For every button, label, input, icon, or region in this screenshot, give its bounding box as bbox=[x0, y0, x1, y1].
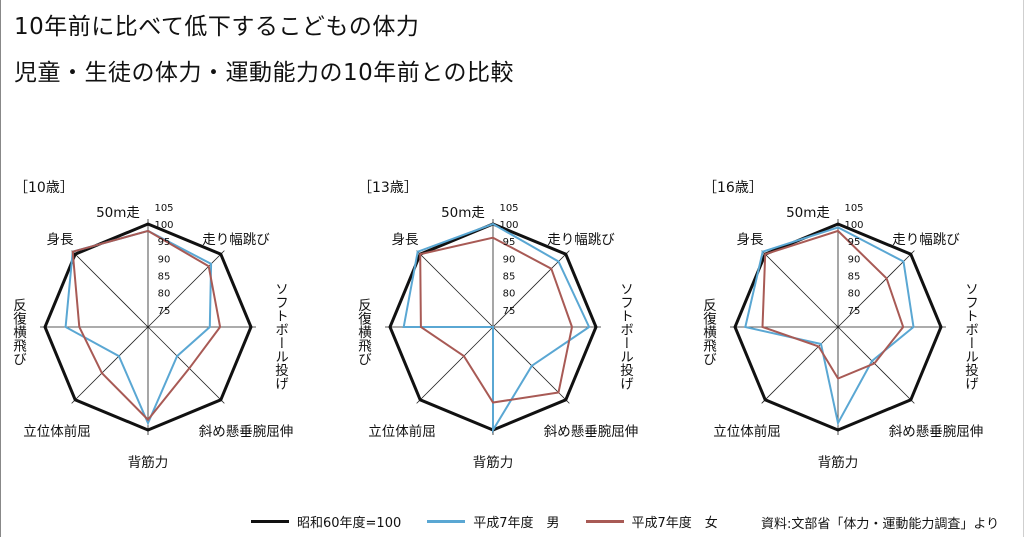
scale-tick-label: 90 bbox=[503, 254, 516, 265]
chart-panel-title: ［16歳］ bbox=[703, 180, 763, 196]
axis-label: 走り幅跳び bbox=[547, 232, 615, 248]
axis-label: 背筋力 bbox=[473, 454, 514, 471]
series-line-female bbox=[419, 236, 574, 404]
radar-spoke bbox=[416, 326, 494, 404]
legend-swatch-baseline bbox=[251, 519, 289, 523]
source-note: 資料:文部省「体力・運動能力調査」より bbox=[761, 517, 1000, 532]
radar-spoke bbox=[837, 250, 915, 328]
radar-chart-3: ［16歳］ 105 100 95 90 85 80 75 50m走走り幅跳びソフトボール投げ斜め… bbox=[700, 180, 983, 471]
axis-label: 斜め懸垂腕屈伸 bbox=[889, 424, 984, 440]
radar-chart-2: ［13歳］ 105 100 95 90 85 80 75 50m走走り幅跳びソフトボール投げ斜め… bbox=[355, 180, 638, 471]
scale-tick-label: 75 bbox=[158, 306, 171, 317]
axis-label: 反復横飛び bbox=[700, 298, 717, 366]
radar-spoke bbox=[147, 326, 225, 404]
legend-label-female: 平成7年度 女 bbox=[631, 515, 718, 531]
chart-subtitle: 児童・生徒の体力・運動能力の10年前との比較 bbox=[14, 60, 515, 86]
axis-label: 立位体前屈 bbox=[368, 423, 436, 440]
legend-item-female: 平成7年度 女 bbox=[585, 512, 718, 531]
scale-tick-label: 80 bbox=[848, 289, 861, 300]
series-line-male bbox=[744, 226, 915, 426]
series-line-baseline bbox=[43, 222, 253, 432]
axis-label: ソフトボール投げ bbox=[617, 282, 634, 390]
axis-label: 斜め懸垂腕屈伸 bbox=[199, 424, 294, 440]
legend-item-baseline: 昭和60年度=100 bbox=[251, 512, 401, 531]
axis-label: 身長 bbox=[737, 232, 765, 248]
axis-label: ソフトボール投げ bbox=[962, 282, 979, 390]
axis-label: 反復横飛び bbox=[355, 298, 372, 366]
axis-label: ソフトボール投げ bbox=[272, 282, 289, 390]
radar-spoke bbox=[416, 250, 494, 328]
axis-label: 反復横飛び bbox=[10, 298, 27, 366]
legend-item-male: 平成7年度 男 bbox=[427, 512, 560, 531]
series-line-female bbox=[71, 229, 222, 422]
scale-tick-label: 105 bbox=[499, 203, 518, 214]
chart-panel-title: ［10歳］ bbox=[14, 180, 74, 196]
scale-tick-label: 75 bbox=[503, 306, 516, 317]
series-line-female bbox=[761, 229, 905, 380]
scale-tick-label: 85 bbox=[503, 272, 516, 283]
radar-spoke bbox=[761, 326, 839, 404]
axis-label: 身長 bbox=[47, 232, 74, 248]
series-line-male bbox=[64, 229, 213, 426]
scale-tick-label: 95 bbox=[158, 237, 171, 248]
axis-label: 斜め懸垂腕屈伸 bbox=[544, 424, 639, 440]
scale-tick-label: 100 bbox=[154, 220, 173, 231]
radar-spoke bbox=[71, 250, 149, 328]
chart-panel-title: ［13歳］ bbox=[358, 180, 418, 196]
legend-swatch-male bbox=[427, 519, 466, 523]
series-line-baseline bbox=[733, 222, 943, 432]
legend: 昭和60年度=100 平成7年度 男 平成7年度 女 bbox=[251, 510, 744, 532]
legend-label-male: 平成7年度 男 bbox=[473, 515, 560, 531]
radar-spoke bbox=[492, 250, 570, 328]
scale-tick-label: 80 bbox=[503, 289, 516, 300]
axis-label: 背筋力 bbox=[128, 454, 169, 471]
axis-label: 背筋力 bbox=[818, 454, 859, 471]
legend-label-baseline: 昭和60年度=100 bbox=[297, 515, 402, 531]
scale-tick-label: 75 bbox=[848, 306, 861, 317]
axis-label: 50m走 bbox=[96, 205, 140, 221]
axis-label: 身長 bbox=[392, 232, 419, 248]
radar-spoke bbox=[71, 326, 149, 404]
radar-spoke bbox=[837, 326, 915, 404]
scale-tick-label: 85 bbox=[158, 272, 171, 283]
axis-label: 走り幅跳び bbox=[892, 232, 960, 248]
axis-label: 50m走 bbox=[786, 205, 830, 221]
chart-title: 10年前に比べて低下するこどもの体力 bbox=[14, 14, 420, 40]
scale-tick-label: 100 bbox=[844, 220, 863, 231]
series-line-male bbox=[402, 222, 591, 434]
radar-chart-1: ［10歳］ 105 100 95 90 85 80 75 50m走走り幅跳びソフトボール投げ斜め… bbox=[10, 180, 293, 471]
scale-tick-label: 90 bbox=[848, 254, 861, 265]
scale-tick-label: 90 bbox=[158, 254, 171, 265]
axis-label: 立位体前屈 bbox=[713, 423, 781, 440]
scale-tick-label: 80 bbox=[158, 289, 171, 300]
scale-tick-label: 105 bbox=[154, 203, 173, 214]
legend-swatch-female bbox=[585, 519, 624, 523]
radar-spoke bbox=[761, 250, 839, 328]
scale-tick-label: 100 bbox=[499, 220, 518, 231]
scale-tick-label: 95 bbox=[503, 237, 516, 248]
scale-tick-label: 95 bbox=[848, 237, 861, 248]
axis-label: 走り幅跳び bbox=[202, 232, 270, 248]
axis-label: 立位体前屈 bbox=[23, 423, 91, 440]
axis-label: 50m走 bbox=[441, 205, 485, 221]
scale-tick-label: 85 bbox=[848, 272, 861, 283]
scale-tick-label: 105 bbox=[844, 203, 863, 214]
